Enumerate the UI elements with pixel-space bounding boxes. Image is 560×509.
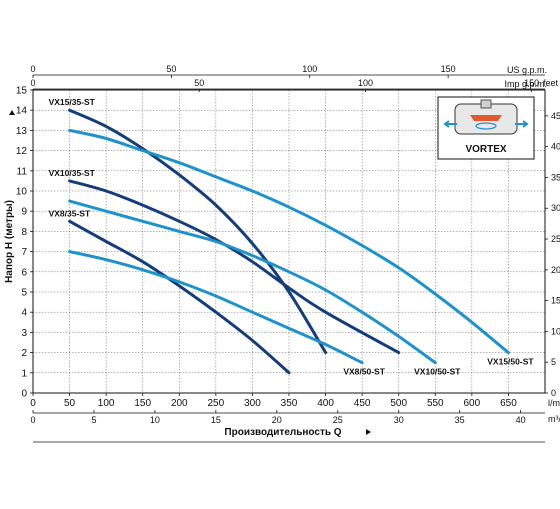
- flow-arrow-left-icon: [443, 120, 457, 128]
- x-axis-title: Производительность Q: [224, 427, 341, 438]
- y-tick-label: 7: [21, 247, 27, 258]
- m3h-tick-label: 15: [211, 415, 221, 425]
- impeller-icon: [470, 115, 502, 121]
- feet-tick-label: 45: [551, 111, 560, 121]
- feet-tick-label: 20: [551, 265, 560, 275]
- x-unit-label: l/min: [548, 398, 560, 408]
- x-tick-label: 450: [354, 398, 371, 409]
- vortex-flow-icon: [475, 122, 497, 130]
- y-tick-label: 10: [16, 187, 28, 198]
- feet-tick-label: 40: [551, 142, 560, 152]
- y-tick-label: 15: [16, 86, 28, 97]
- y-tick-label: 14: [16, 106, 28, 117]
- series-label: VX15/50-ST: [487, 357, 534, 367]
- series-line-vx15-50-st: [68, 128, 510, 355]
- y-tick-label: 2: [21, 348, 27, 359]
- imp-gpm-axis-tick-label: 50: [194, 78, 204, 88]
- y-axis-title: Напор Н (метры): [4, 200, 15, 283]
- x-tick-label: 600: [464, 398, 481, 409]
- x-tick-label: 500: [390, 398, 407, 409]
- y-tick-label: 11: [17, 166, 28, 177]
- m3h-unit-label: m³/h: [548, 414, 560, 424]
- series-label: VX8/35-ST: [49, 208, 91, 218]
- series-label: VX15/35-ST: [49, 97, 96, 107]
- y-tick-label: 6: [21, 267, 27, 278]
- m3h-tick-label: 35: [455, 415, 465, 425]
- series-line-vx15-35-st: [68, 108, 328, 355]
- vortex-inset-label: VORTEX: [465, 144, 506, 155]
- imp-gpm-axis-tick-label: 150: [524, 78, 539, 88]
- m3h-tick-label: 30: [394, 415, 404, 425]
- feet-tick-label: 35: [551, 172, 560, 182]
- y-tick-label: 0: [21, 389, 27, 400]
- imp-gpm-axis-tick-label: 0: [30, 78, 35, 88]
- m3h-tick-label: 40: [516, 415, 526, 425]
- y-tick-label: 5: [21, 288, 27, 299]
- flow-arrow-right-icon: [515, 120, 529, 128]
- feet-tick-label: 10: [551, 326, 560, 336]
- series-label: VX8/50-ST: [343, 367, 385, 377]
- m3h-tick-label: 25: [333, 415, 343, 425]
- x-tick-label: 350: [281, 398, 298, 409]
- x-tick-label: 650: [500, 398, 517, 409]
- y-tick-label: 4: [21, 308, 27, 319]
- x-tick-label: 0: [30, 398, 36, 409]
- y-axis-arrow-icon: [9, 110, 15, 115]
- feet-tick-label: 5: [551, 357, 556, 367]
- imp-gpm-axis-tick-label: 100: [358, 78, 373, 88]
- us-gpm-axis-tick-label: 100: [302, 64, 317, 74]
- us-gpm-axis-unit-label: US g.p.m.: [507, 65, 547, 75]
- x-tick-label: 200: [171, 398, 188, 409]
- us-gpm-axis-tick-label: 150: [441, 64, 456, 74]
- feet-unit-label: feet: [543, 78, 559, 88]
- x-tick-label: 250: [208, 398, 225, 409]
- feet-tick-label: 30: [551, 203, 560, 213]
- vortex-inset: VORTEX: [437, 96, 535, 160]
- feet-tick-label: 15: [551, 296, 560, 306]
- y-tick-label: 3: [21, 328, 27, 339]
- y-tick-label: 12: [16, 146, 28, 157]
- m3h-tick-label: 5: [91, 415, 96, 425]
- us-gpm-axis-tick-label: 0: [30, 64, 35, 74]
- feet-tick-label: 0: [551, 388, 556, 398]
- x-tick-label: 550: [427, 398, 444, 409]
- us-gpm-axis-tick-label: 50: [166, 64, 176, 74]
- x-axis-arrow-icon: [366, 429, 371, 435]
- pump-shaft-icon: [480, 99, 492, 109]
- x-tick-label: 50: [64, 398, 76, 409]
- y-tick-label: 9: [21, 207, 27, 218]
- series-line-vx10-35-st: [68, 179, 401, 355]
- m3h-tick-label: 20: [272, 415, 282, 425]
- x-tick-label: 100: [98, 398, 115, 409]
- series-label: VX10/35-ST: [49, 168, 96, 178]
- m3h-tick-label: 0: [30, 415, 35, 425]
- x-tick-label: 300: [244, 398, 261, 409]
- series-line-vx8-50-st: [68, 250, 364, 365]
- feet-tick-label: 25: [551, 234, 560, 244]
- series-line-vx8-35-st: [68, 219, 291, 375]
- x-tick-label: 400: [317, 398, 334, 409]
- y-tick-label: 8: [21, 227, 27, 238]
- series-line-vx10-50-st: [68, 199, 437, 365]
- y-tick-label: 13: [16, 126, 28, 137]
- imp-gpm-axis-unit-label: Imp g.p.m.: [504, 79, 547, 89]
- series-label: VX10/50-ST: [414, 367, 461, 377]
- x-tick-label: 150: [134, 398, 151, 409]
- y-tick-label: 1: [21, 368, 27, 379]
- m3h-tick-label: 10: [150, 415, 160, 425]
